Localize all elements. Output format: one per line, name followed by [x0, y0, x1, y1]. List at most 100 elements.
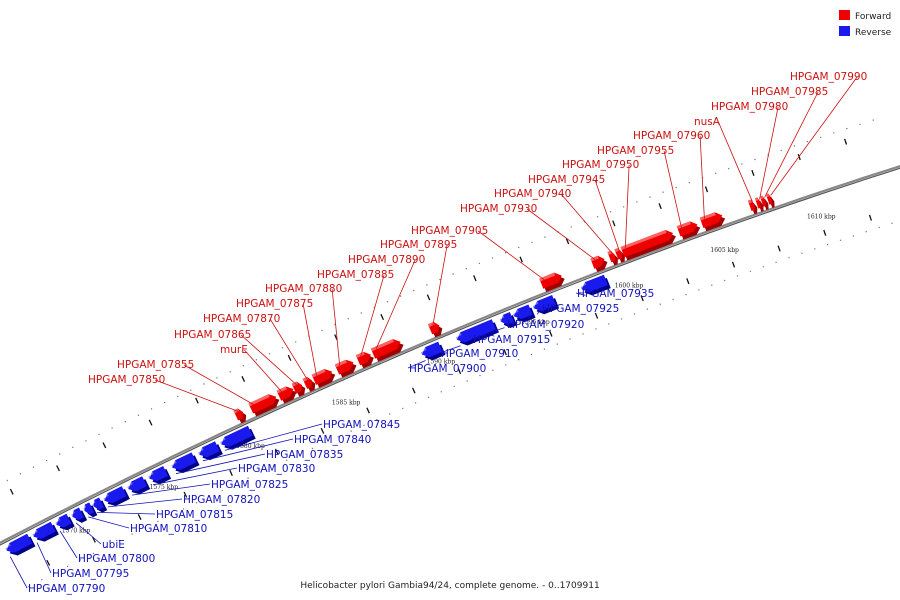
gene-arrow-HPGAM_07960[interactable] — [699, 210, 727, 232]
gene-label-forward[interactable]: HPGAM_07960 — [633, 130, 710, 142]
scale-dot — [570, 226, 572, 228]
major-tick — [549, 330, 553, 337]
gene-label-reverse[interactable]: HPGAM_07810 — [130, 523, 207, 535]
gene-arrow-HPGAM_07820[interactable] — [102, 485, 130, 509]
gene-label-reverse[interactable]: HPGAM_07815 — [156, 509, 233, 521]
gene-arrow-murE[interactable] — [276, 383, 299, 404]
scale-dot — [363, 424, 365, 427]
gene-arrow-body — [370, 339, 401, 359]
gene-arrow-HPGAM_07825[interactable] — [126, 476, 151, 498]
scale-dot — [517, 359, 520, 361]
scale-dot — [646, 308, 649, 310]
gene-label-reverse[interactable]: HPGAM_07910 — [441, 348, 518, 360]
gene-label-reverse[interactable]: HPGAM_07820 — [183, 494, 260, 506]
gene-label-forward[interactable]: HPGAM_07905 — [411, 225, 488, 237]
gene-arrow-HPGAM_07830[interactable] — [147, 465, 172, 487]
scale-dot — [177, 395, 179, 398]
gene-arrow-HPGAM_07985[interactable] — [759, 195, 770, 211]
gene-label-forward[interactable]: HPGAM_07850 — [88, 374, 165, 386]
gene-label-reverse[interactable]: HPGAM_07915 — [473, 334, 550, 346]
gene-arrow-HPGAM_07945[interactable] — [614, 247, 626, 264]
gene-label-forward[interactable]: HPGAM_07940 — [494, 188, 571, 200]
scale-dot — [793, 145, 796, 147]
gene-label-reverse[interactable]: HPGAM_07845 — [323, 419, 400, 431]
gene-arrow-HPGAM_07875[interactable] — [311, 366, 338, 389]
gene-label-reverse[interactable]: HPGAM_07790 — [28, 583, 105, 595]
scale-dot — [6, 479, 8, 482]
gene-arrow-HPGAM_07920[interactable] — [512, 304, 536, 325]
gene-label-reverse[interactable]: HPGAM_07795 — [52, 568, 129, 580]
gene-label-reverse[interactable]: HPGAM_07900 — [409, 363, 486, 375]
gene-arrow-HPGAM_07905[interactable] — [539, 270, 566, 293]
leader-line-forward — [269, 318, 308, 381]
gene-arrow-HPGAM_07910[interactable] — [455, 319, 499, 349]
scale-dot — [54, 572, 56, 574]
gene-label-forward[interactable]: HPGAM_07895 — [380, 239, 457, 251]
gene-label-reverse[interactable]: HPGAM_07800 — [78, 553, 155, 565]
gene-label-reverse[interactable]: HPGAM_07920 — [507, 319, 584, 331]
gene-label-reverse[interactable]: HPGAM_07925 — [542, 303, 619, 315]
gene-arrow-HPGAM_07845[interactable] — [219, 425, 256, 453]
gene-label-forward[interactable]: HPGAM_07980 — [711, 101, 788, 113]
gene-label-forward[interactable]: murE — [220, 344, 248, 356]
gene-arrow-HPGAM_07990[interactable] — [765, 192, 776, 208]
gene-arrow-HPGAM_07865[interactable] — [291, 379, 308, 397]
gene-label-forward[interactable]: HPGAM_07890 — [348, 254, 425, 266]
gene-label-forward[interactable]: HPGAM_07990 — [790, 71, 867, 83]
gene-arrow-HPGAM_07895[interactable] — [427, 320, 445, 338]
scale-dot — [413, 289, 415, 292]
gene-arrow-HPGAM_07815[interactable] — [91, 497, 108, 515]
gene-arrow-HPGAM_07935[interactable] — [580, 274, 611, 298]
gene-label-reverse[interactable]: HPGAM_07830 — [238, 463, 315, 475]
scale-dot — [439, 278, 441, 281]
gene-arrow-HPGAM_07900[interactable] — [420, 341, 446, 363]
gene-label-reverse[interactable]: HPGAM_07840 — [294, 434, 371, 446]
scale-dot — [826, 243, 829, 246]
gene-label-forward[interactable]: HPGAM_07930 — [460, 203, 537, 215]
scale-dot — [531, 241, 533, 243]
scale-dot — [298, 453, 301, 455]
gene-label-forward[interactable]: HPGAM_07865 — [174, 329, 251, 341]
gene-arrow-HPGAM_07795[interactable] — [31, 521, 59, 545]
gene-label-forward[interactable]: HPGAM_07950 — [562, 159, 639, 171]
gene-arrow-HPGAM_07955[interactable] — [676, 219, 702, 241]
gene-arrow-body — [500, 311, 514, 325]
gene-label-forward[interactable]: HPGAM_07880 — [265, 283, 342, 295]
gene-label-forward[interactable]: HPGAM_07955 — [597, 145, 674, 157]
gene-arrow-body — [56, 513, 72, 528]
legend-item-reverse[interactable]: Reverse — [839, 26, 892, 38]
gene-label-forward[interactable]: HPGAM_07885 — [317, 269, 394, 281]
gene-label-reverse[interactable]: ubiE — [102, 539, 125, 551]
gene-arrow-ubiE[interactable] — [70, 507, 88, 526]
major-tick — [823, 229, 827, 236]
gene-arrow-HPGAM_07790[interactable] — [4, 533, 36, 559]
gene-label-forward[interactable]: nusA — [694, 116, 721, 128]
gene-label-reverse[interactable]: HPGAM_07825 — [211, 479, 288, 491]
gene-arrow-HPGAM_07925[interactable] — [532, 294, 560, 317]
gene-arrow-nusA[interactable] — [747, 198, 759, 215]
gene-arrow-HPGAM_07915[interactable] — [499, 311, 517, 330]
gene-label-forward[interactable]: HPGAM_07855 — [117, 359, 194, 371]
gene-arrow-HPGAM_07840[interactable] — [197, 441, 223, 464]
gene-label-forward[interactable]: HPGAM_07945 — [528, 174, 605, 186]
leader-line-reverse — [131, 483, 211, 496]
gene-label-forward[interactable]: HPGAM_07985 — [751, 86, 828, 98]
gene-label-forward[interactable]: HPGAM_07870 — [203, 313, 280, 325]
gene-arrow-HPGAM_07980[interactable] — [754, 196, 765, 212]
gene-arrow-HPGAM_07855[interactable] — [248, 391, 281, 417]
gene-arrow-HPGAM_07950[interactable] — [620, 227, 678, 261]
gene-arrow-HPGAM_07885[interactable] — [355, 349, 376, 369]
gene-arrow-HPGAM_07810[interactable] — [82, 502, 98, 520]
gene-arrow-HPGAM_07835[interactable] — [170, 452, 200, 477]
leader-line-forward — [526, 208, 596, 261]
legend-item-forward[interactable]: Forward — [839, 10, 891, 22]
gene-label-reverse[interactable]: HPGAM_07935 — [577, 288, 654, 300]
gene-arrow-HPGAM_07800[interactable] — [54, 513, 75, 533]
leader-line-forward — [331, 288, 341, 366]
gene-label-reverse[interactable]: HPGAM_07835 — [266, 449, 343, 461]
scale-dot — [620, 318, 623, 320]
scale-dot — [111, 427, 113, 429]
gene-label-forward[interactable]: HPGAM_07875 — [236, 298, 313, 310]
scale-dot — [569, 338, 571, 340]
scale-dot — [144, 527, 146, 529]
